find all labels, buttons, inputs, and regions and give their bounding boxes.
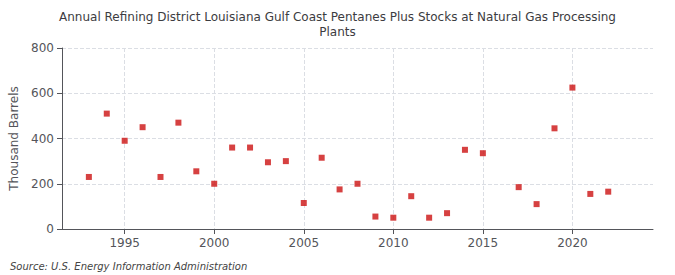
svg-text:2015: 2015 — [468, 236, 499, 250]
svg-text:1995: 1995 — [109, 236, 140, 250]
svg-text:800: 800 — [31, 41, 54, 55]
svg-text:Thousand Barrels: Thousand Barrels — [7, 86, 21, 191]
svg-text:2000: 2000 — [199, 236, 230, 250]
svg-text:400: 400 — [31, 132, 54, 146]
svg-text:Annual Refining District Louis: Annual Refining District Louisiana Gulf … — [59, 10, 616, 24]
svg-text:Source: U.S. Energy Informatio: Source: U.S. Energy Information Administ… — [10, 261, 247, 272]
svg-text:0: 0 — [46, 222, 54, 236]
svg-text:2020: 2020 — [557, 236, 588, 250]
svg-text:600: 600 — [31, 86, 54, 100]
svg-text:2010: 2010 — [378, 236, 409, 250]
svg-text:2005: 2005 — [288, 236, 319, 250]
svg-text:200: 200 — [31, 177, 54, 191]
svg-text:Plants: Plants — [319, 25, 356, 39]
